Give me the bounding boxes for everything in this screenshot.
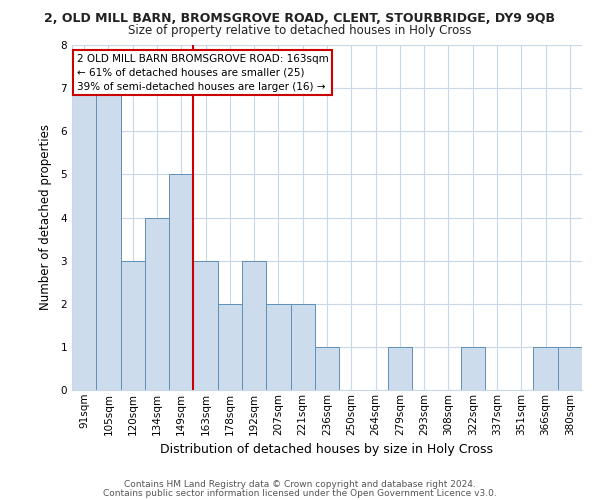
Bar [558,347,582,390]
Text: 2 OLD MILL BARN BROMSGROVE ROAD: 163sqm
← 61% of detached houses are smaller (25: 2 OLD MILL BARN BROMSGROVE ROAD: 163sqm … [77,54,329,92]
Bar [145,218,169,390]
Bar [290,304,315,390]
Bar [121,260,145,390]
Bar [315,347,339,390]
Bar [266,304,290,390]
Bar [461,347,485,390]
Text: Contains public sector information licensed under the Open Government Licence v3: Contains public sector information licen… [103,488,497,498]
Text: 2, OLD MILL BARN, BROMSGROVE ROAD, CLENT, STOURBRIDGE, DY9 9QB: 2, OLD MILL BARN, BROMSGROVE ROAD, CLENT… [44,12,556,26]
Bar [388,347,412,390]
Text: Contains HM Land Registry data © Crown copyright and database right 2024.: Contains HM Land Registry data © Crown c… [124,480,476,489]
Bar [193,260,218,390]
Text: Size of property relative to detached houses in Holy Cross: Size of property relative to detached ho… [128,24,472,37]
Bar [533,347,558,390]
Bar [218,304,242,390]
Bar [72,88,96,390]
Y-axis label: Number of detached properties: Number of detached properties [39,124,52,310]
Bar [96,88,121,390]
Bar [242,260,266,390]
Bar [169,174,193,390]
X-axis label: Distribution of detached houses by size in Holy Cross: Distribution of detached houses by size … [161,443,493,456]
